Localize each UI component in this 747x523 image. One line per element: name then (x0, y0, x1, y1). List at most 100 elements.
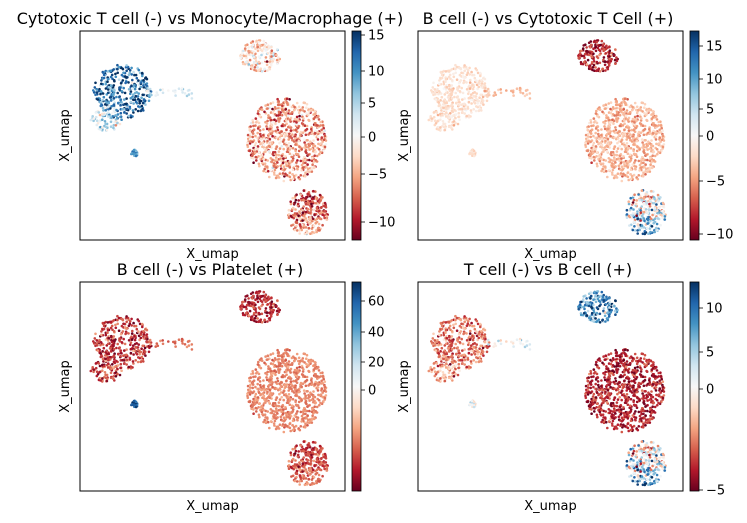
cell-point (257, 60, 261, 64)
cell-point (289, 200, 293, 203)
cell-point (287, 389, 291, 392)
cell-point (130, 66, 133, 70)
cell-point (97, 89, 101, 93)
cell-point (277, 176, 281, 179)
cell-point (286, 354, 290, 358)
cell-point (252, 128, 256, 131)
cell-point (633, 101, 637, 105)
cell-point (303, 232, 307, 236)
cell-point (253, 319, 256, 323)
cell-point (642, 171, 645, 175)
cell-point (106, 77, 110, 81)
cell-point (429, 115, 433, 118)
cell-point (247, 314, 251, 317)
cell-point (317, 148, 321, 151)
cell-point (582, 44, 585, 47)
cell-point (256, 363, 260, 366)
cell-point (292, 128, 295, 132)
cell-point (118, 95, 121, 98)
cell-point (99, 128, 102, 131)
cell-point (139, 85, 143, 89)
cell-point (266, 159, 270, 162)
cell-point (296, 159, 299, 162)
cell-point (646, 110, 649, 113)
cell-point (282, 157, 285, 160)
cell-point (290, 155, 294, 159)
cell-point (638, 169, 641, 172)
cell-point (661, 216, 664, 220)
cell-point (107, 111, 110, 114)
cell-point (587, 65, 591, 69)
cell-point (141, 74, 144, 78)
cell-point (251, 369, 254, 373)
cell-point (437, 125, 440, 129)
cell-point (600, 133, 603, 137)
cell-point (118, 346, 121, 349)
cell-point (629, 168, 633, 172)
cell-point (600, 143, 604, 147)
cell-point (270, 45, 273, 49)
cell-point (615, 110, 619, 114)
cell-point (283, 375, 287, 378)
cell-point (89, 118, 93, 122)
cell-point (271, 158, 274, 162)
cell-point (432, 81, 435, 85)
cell-point (291, 206, 295, 210)
cell-point (303, 392, 306, 395)
cell-point (463, 76, 466, 79)
cell-point (293, 105, 296, 109)
cell-point (274, 129, 277, 133)
cell-point (653, 154, 657, 158)
cell-point (318, 209, 321, 212)
cell-point (595, 55, 599, 58)
cell-point (602, 148, 606, 152)
cell-point (295, 161, 298, 164)
cell-point (468, 73, 472, 76)
cell-point (107, 85, 111, 89)
cell-point (587, 125, 590, 128)
cell-point (275, 304, 278, 308)
cell-point (112, 377, 115, 381)
cell-point (291, 168, 295, 172)
cell-point (280, 124, 284, 128)
cell-point (611, 168, 615, 172)
cell-point (302, 368, 305, 371)
cell-point (315, 197, 319, 201)
cell-point (595, 109, 598, 113)
cell-point (585, 49, 588, 53)
cell-point (106, 70, 110, 73)
cell-point (101, 343, 105, 346)
cell-point (307, 118, 310, 122)
cell-point (312, 117, 316, 120)
cell-point (258, 46, 262, 50)
cell-point (643, 139, 647, 142)
cell-point (107, 88, 110, 91)
cell-point (269, 118, 273, 122)
cell-point (623, 173, 626, 177)
cell-point (309, 208, 313, 211)
cell-point (291, 213, 295, 217)
cell-point (248, 149, 252, 153)
cell-point (130, 338, 134, 341)
cell-point (289, 453, 293, 457)
cell-point (442, 106, 445, 110)
cell-point (276, 128, 280, 132)
cell-point (291, 419, 295, 423)
cell-point (293, 228, 297, 232)
cell-point (119, 366, 122, 370)
cell-point (272, 165, 276, 168)
cell-point (633, 121, 636, 124)
cell-point (635, 199, 638, 202)
cell-point (116, 113, 120, 116)
cell-point (258, 365, 261, 369)
cell-point (452, 72, 455, 76)
cell-point (181, 342, 184, 345)
cell-point (133, 91, 137, 95)
cell-point (260, 388, 263, 392)
cell-point (468, 66, 471, 70)
cell-point (307, 404, 310, 408)
cell-point (512, 94, 515, 97)
cell-point (300, 228, 304, 232)
cell-point (116, 71, 119, 75)
cell-point (461, 98, 464, 101)
